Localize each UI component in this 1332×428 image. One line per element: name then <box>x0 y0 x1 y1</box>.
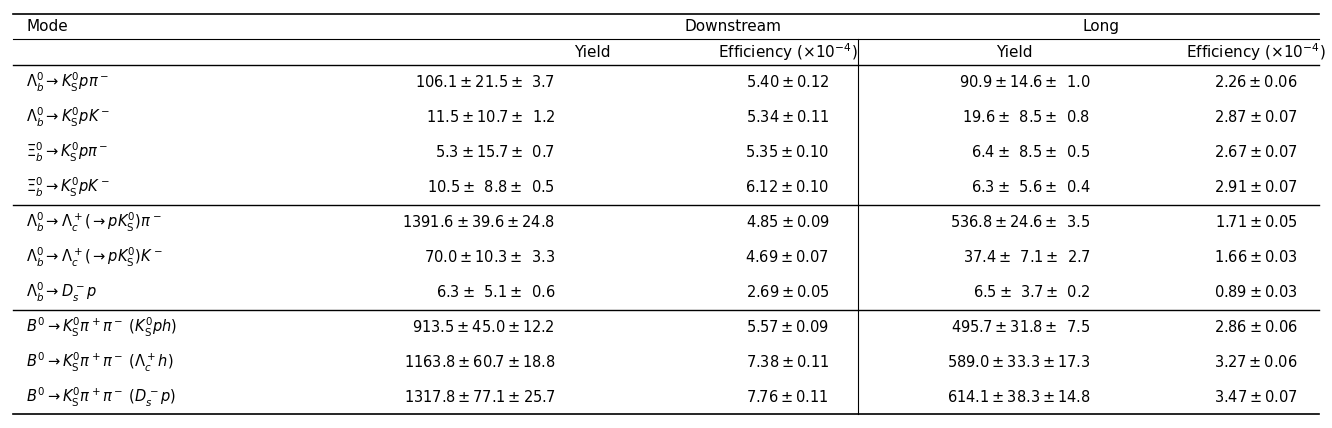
Text: $1163.8 \pm 60.7 \pm 18.8$: $1163.8 \pm 60.7 \pm 18.8$ <box>404 354 555 370</box>
Text: $1391.6 \pm 39.6 \pm 24.8$: $1391.6 \pm 39.6 \pm 24.8$ <box>402 214 555 230</box>
Text: $90.9 \pm 14.6 \pm \;\, 1.0$: $90.9 \pm 14.6 \pm \;\, 1.0$ <box>959 74 1090 90</box>
Text: $536.8 \pm 24.6 \pm \;\, 3.5$: $536.8 \pm 24.6 \pm \;\, 3.5$ <box>950 214 1090 230</box>
Text: $B^0 \to K_{\mathrm{S}}^0\pi^+\pi^-\;(\Lambda_c^+ h)$: $B^0 \to K_{\mathrm{S}}^0\pi^+\pi^-\;(\L… <box>27 351 173 374</box>
Text: $\Lambda_b^0 \to \Lambda_c^+(\to pK_{\mathrm{S}}^0)K^-$: $\Lambda_b^0 \to \Lambda_c^+(\to pK_{\ma… <box>27 246 164 269</box>
Text: $7.38 \pm 0.11$: $7.38 \pm 0.11$ <box>746 354 830 370</box>
Text: $589.0 \pm 33.3 \pm 17.3$: $589.0 \pm 33.3 \pm 17.3$ <box>947 354 1090 370</box>
Text: Mode: Mode <box>27 19 68 34</box>
Text: $7.76 \pm 0.11$: $7.76 \pm 0.11$ <box>746 389 829 405</box>
Text: $1.71 \pm 0.05$: $1.71 \pm 0.05$ <box>1215 214 1297 230</box>
Text: $2.26 \pm 0.06$: $2.26 \pm 0.06$ <box>1215 74 1297 90</box>
Text: $\Lambda_b^0 \to \Lambda_c^+(\to pK_{\mathrm{S}}^0)\pi^-$: $\Lambda_b^0 \to \Lambda_c^+(\to pK_{\ma… <box>27 211 163 234</box>
Text: $B^0 \to K_{\mathrm{S}}^0\pi^+\pi^-\;(D_s^- p)$: $B^0 \to K_{\mathrm{S}}^0\pi^+\pi^-\;(D_… <box>27 385 176 408</box>
Text: $19.6 \pm \;\, 8.5 \pm \;\, 0.8$: $19.6 \pm \;\, 8.5 \pm \;\, 0.8$ <box>962 109 1090 125</box>
Text: $11.5 \pm 10.7 \pm \;\, 1.2$: $11.5 \pm 10.7 \pm \;\, 1.2$ <box>426 109 555 125</box>
Text: $2.86 \pm 0.06$: $2.86 \pm 0.06$ <box>1215 319 1297 335</box>
Text: Yield: Yield <box>996 45 1032 59</box>
Text: $\Xi_b^0 \to K_{\mathrm{S}}^0 p\pi^-$: $\Xi_b^0 \to K_{\mathrm{S}}^0 p\pi^-$ <box>27 141 109 164</box>
Text: $1317.8 \pm 77.1 \pm 25.7$: $1317.8 \pm 77.1 \pm 25.7$ <box>404 389 555 405</box>
Text: $2.67 \pm 0.07$: $2.67 \pm 0.07$ <box>1213 144 1297 160</box>
Text: $6.3 \pm \;\, 5.1 \pm \;\, 0.6$: $6.3 \pm \;\, 5.1 \pm \;\, 0.6$ <box>436 284 555 300</box>
Text: Efficiency ($\times10^{-4}$): Efficiency ($\times10^{-4}$) <box>718 41 858 63</box>
Text: $2.69 \pm 0.05$: $2.69 \pm 0.05$ <box>746 284 830 300</box>
Text: $106.1 \pm 21.5 \pm \;\, 3.7$: $106.1 \pm 21.5 \pm \;\, 3.7$ <box>416 74 555 90</box>
Text: $3.47 \pm 0.07$: $3.47 \pm 0.07$ <box>1213 389 1297 405</box>
Text: $0.89 \pm 0.03$: $0.89 \pm 0.03$ <box>1215 284 1297 300</box>
Text: $5.3 \pm 15.7 \pm \;\, 0.7$: $5.3 \pm 15.7 \pm \;\, 0.7$ <box>436 144 555 160</box>
Text: $5.40 \pm 0.12$: $5.40 \pm 0.12$ <box>746 74 830 90</box>
Text: $495.7 \pm 31.8 \pm \;\, 7.5$: $495.7 \pm 31.8 \pm \;\, 7.5$ <box>951 319 1090 335</box>
Text: $3.27 \pm 0.06$: $3.27 \pm 0.06$ <box>1215 354 1297 370</box>
Text: $5.34 \pm 0.11$: $5.34 \pm 0.11$ <box>746 109 830 125</box>
Text: $2.91 \pm 0.07$: $2.91 \pm 0.07$ <box>1213 179 1297 195</box>
Text: $5.57 \pm 0.09$: $5.57 \pm 0.09$ <box>746 319 829 335</box>
Text: $37.4 \pm \;\, 7.1 \pm \;\, 2.7$: $37.4 \pm \;\, 7.1 \pm \;\, 2.7$ <box>963 249 1090 265</box>
Text: Efficiency ($\times10^{-4}$): Efficiency ($\times10^{-4}$) <box>1187 41 1325 63</box>
Text: $6.12 \pm 0.10$: $6.12 \pm 0.10$ <box>746 179 830 195</box>
Text: $4.69 \pm 0.07$: $4.69 \pm 0.07$ <box>746 249 830 265</box>
Text: $\Lambda_b^0 \to K_{\mathrm{S}}^0 p\pi^-$: $\Lambda_b^0 \to K_{\mathrm{S}}^0 p\pi^-… <box>27 71 109 94</box>
Text: $913.5 \pm 45.0 \pm 12.2$: $913.5 \pm 45.0 \pm 12.2$ <box>413 319 555 335</box>
Text: $6.4 \pm \;\, 8.5 \pm \;\, 0.5$: $6.4 \pm \;\, 8.5 \pm \;\, 0.5$ <box>971 144 1090 160</box>
Text: $5.35 \pm 0.10$: $5.35 \pm 0.10$ <box>746 144 830 160</box>
Text: $\Lambda_b^0 \to K_{\mathrm{S}}^0 pK^-$: $\Lambda_b^0 \to K_{\mathrm{S}}^0 pK^-$ <box>27 106 111 129</box>
Text: $B^0 \to K_{\mathrm{S}}^0\pi^+\pi^-\;(K_{\mathrm{S}}^0 ph)$: $B^0 \to K_{\mathrm{S}}^0\pi^+\pi^-\;(K_… <box>27 315 177 339</box>
Text: Yield: Yield <box>574 45 610 59</box>
Text: $70.0 \pm 10.3 \pm \;\, 3.3$: $70.0 \pm 10.3 \pm \;\, 3.3$ <box>424 249 555 265</box>
Text: $\Xi_b^0 \to K_{\mathrm{S}}^0 pK^-$: $\Xi_b^0 \to K_{\mathrm{S}}^0 pK^-$ <box>27 175 111 199</box>
Text: Downstream: Downstream <box>685 19 781 34</box>
Text: $1.66 \pm 0.03$: $1.66 \pm 0.03$ <box>1215 249 1297 265</box>
Text: $4.85 \pm 0.09$: $4.85 \pm 0.09$ <box>746 214 830 230</box>
Text: $614.1 \pm 38.3 \pm 14.8$: $614.1 \pm 38.3 \pm 14.8$ <box>947 389 1090 405</box>
Text: $2.87 \pm 0.07$: $2.87 \pm 0.07$ <box>1215 109 1297 125</box>
Text: $6.3 \pm \;\, 5.6 \pm \;\, 0.4$: $6.3 \pm \;\, 5.6 \pm \;\, 0.4$ <box>971 179 1090 195</box>
Text: Long: Long <box>1083 19 1120 34</box>
Text: $6.5 \pm \;\, 3.7 \pm \;\, 0.2$: $6.5 \pm \;\, 3.7 \pm \;\, 0.2$ <box>974 284 1090 300</box>
Text: $\Lambda_b^0 \to D_s^- p$: $\Lambda_b^0 \to D_s^- p$ <box>27 280 97 303</box>
Text: $10.5 \pm \;\, 8.8 \pm \;\, 0.5$: $10.5 \pm \;\, 8.8 \pm \;\, 0.5$ <box>428 179 555 195</box>
